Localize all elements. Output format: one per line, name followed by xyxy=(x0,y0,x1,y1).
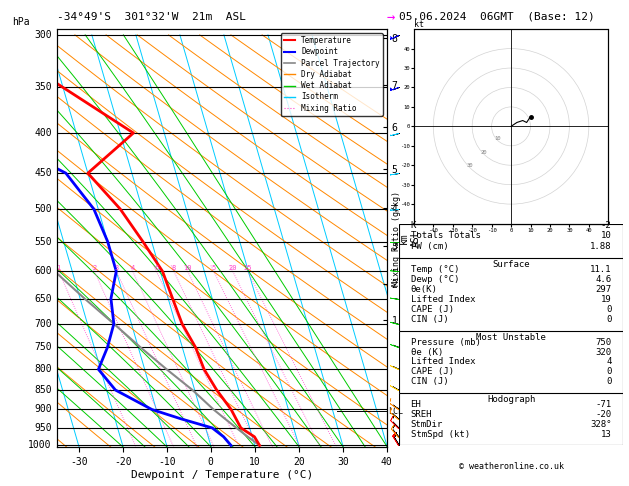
Text: 10: 10 xyxy=(494,136,501,141)
Text: 25: 25 xyxy=(243,265,252,271)
Text: 1.88: 1.88 xyxy=(590,242,611,251)
Text: 297: 297 xyxy=(596,285,611,294)
Text: 4: 4 xyxy=(131,265,135,271)
Text: 650: 650 xyxy=(34,294,52,304)
Text: 3: 3 xyxy=(114,265,119,271)
Text: EH: EH xyxy=(411,399,421,409)
Text: Most Unstable: Most Unstable xyxy=(476,332,546,342)
Text: 2: 2 xyxy=(92,265,96,271)
Text: →: → xyxy=(387,10,395,24)
Text: θe(K): θe(K) xyxy=(411,285,437,294)
Text: 750: 750 xyxy=(596,338,611,347)
Text: Temp (°C): Temp (°C) xyxy=(411,265,459,274)
Text: 0: 0 xyxy=(606,315,611,324)
Text: © weatheronline.co.uk: © weatheronline.co.uk xyxy=(459,462,564,471)
Text: 320: 320 xyxy=(596,347,611,357)
Text: 0: 0 xyxy=(606,377,611,386)
Text: 328°: 328° xyxy=(590,419,611,429)
X-axis label: Dewpoint / Temperature (°C): Dewpoint / Temperature (°C) xyxy=(131,469,313,480)
Text: 10: 10 xyxy=(184,265,192,271)
Text: 850: 850 xyxy=(34,385,52,395)
Text: 8: 8 xyxy=(172,265,176,271)
Text: kt: kt xyxy=(414,20,424,29)
Text: Mixing Ratio (g/kg): Mixing Ratio (g/kg) xyxy=(392,191,401,286)
Text: 0: 0 xyxy=(606,305,611,314)
Legend: Temperature, Dewpoint, Parcel Trajectory, Dry Adiabat, Wet Adiabat, Isotherm, Mi: Temperature, Dewpoint, Parcel Trajectory… xyxy=(281,33,383,116)
Text: 30: 30 xyxy=(467,163,474,168)
Text: Hodograph: Hodograph xyxy=(487,395,535,403)
Text: θe (K): θe (K) xyxy=(411,347,443,357)
Text: 1: 1 xyxy=(57,265,61,271)
Text: 4.6: 4.6 xyxy=(596,275,611,284)
Text: -20: -20 xyxy=(596,410,611,418)
Text: -71: -71 xyxy=(596,399,611,409)
Text: 700: 700 xyxy=(34,319,52,329)
Text: 5: 5 xyxy=(211,265,216,271)
Text: 900: 900 xyxy=(34,404,52,415)
Text: 0: 0 xyxy=(606,367,611,377)
Text: 20: 20 xyxy=(228,265,237,271)
Text: 05.06.2024  06GMT  (Base: 12): 05.06.2024 06GMT (Base: 12) xyxy=(399,12,595,22)
Text: StmDir: StmDir xyxy=(411,419,443,429)
Text: 400: 400 xyxy=(34,128,52,138)
Text: CAPE (J): CAPE (J) xyxy=(411,367,454,377)
Text: 20: 20 xyxy=(481,150,487,155)
Text: CIN (J): CIN (J) xyxy=(411,377,448,386)
Text: 600: 600 xyxy=(34,266,52,276)
Text: -34°49'S  301°32'W  21m  ASL: -34°49'S 301°32'W 21m ASL xyxy=(57,12,245,22)
Text: 10: 10 xyxy=(601,231,611,241)
Text: 450: 450 xyxy=(34,168,52,178)
Text: 550: 550 xyxy=(34,237,52,246)
Text: Lifted Index: Lifted Index xyxy=(411,358,475,366)
Text: K: K xyxy=(411,221,416,230)
Text: -2: -2 xyxy=(601,221,611,230)
Text: 11.1: 11.1 xyxy=(590,265,611,274)
Text: 13: 13 xyxy=(601,430,611,438)
Text: PW (cm): PW (cm) xyxy=(411,242,448,251)
Text: CAPE (J): CAPE (J) xyxy=(411,305,454,314)
Text: 750: 750 xyxy=(34,342,52,352)
Text: Surface: Surface xyxy=(493,260,530,269)
Y-axis label: km
ASL: km ASL xyxy=(399,229,421,247)
Text: Dewp (°C): Dewp (°C) xyxy=(411,275,459,284)
Text: 19: 19 xyxy=(601,295,611,304)
Text: 6: 6 xyxy=(154,265,159,271)
Text: CIN (J): CIN (J) xyxy=(411,315,448,324)
Text: StmSpd (kt): StmSpd (kt) xyxy=(411,430,470,438)
Text: 950: 950 xyxy=(34,423,52,433)
Text: Totals Totals: Totals Totals xyxy=(411,231,481,241)
Text: 350: 350 xyxy=(34,83,52,92)
Text: LCL: LCL xyxy=(389,407,403,416)
Text: 4: 4 xyxy=(606,358,611,366)
Text: 300: 300 xyxy=(34,30,52,40)
Text: 500: 500 xyxy=(34,204,52,214)
Text: SREH: SREH xyxy=(411,410,432,418)
Text: Pressure (mb): Pressure (mb) xyxy=(411,338,481,347)
Text: 1000: 1000 xyxy=(28,440,52,451)
Text: 800: 800 xyxy=(34,364,52,374)
Text: Lifted Index: Lifted Index xyxy=(411,295,475,304)
Text: hPa: hPa xyxy=(13,17,30,27)
